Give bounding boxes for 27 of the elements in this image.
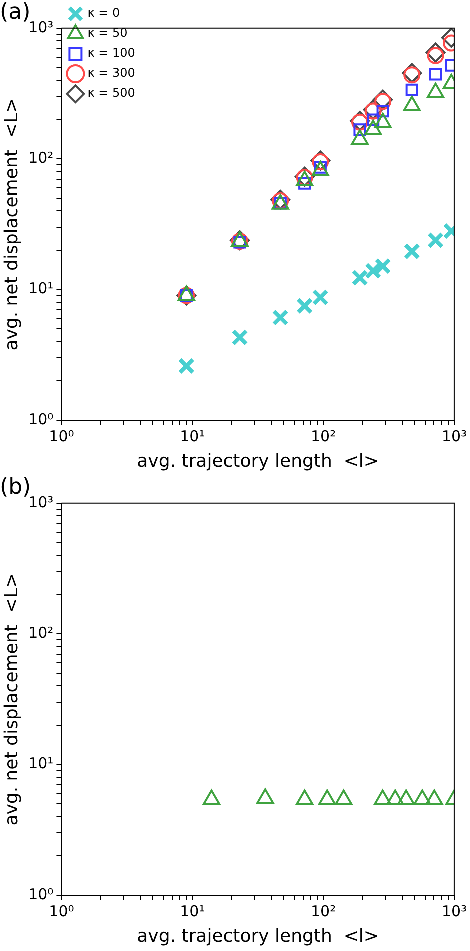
x-tick-label: 10⁰: [49, 902, 74, 920]
y-tick-label: 10¹: [28, 754, 54, 773]
legend-label: κ = 50: [88, 26, 128, 40]
x-tick-label: 10²: [310, 427, 336, 446]
x-tick-label: 10³: [442, 427, 468, 446]
y-tick-label: 10³: [28, 18, 54, 36]
y-tick-label: 10⁰: [28, 410, 54, 428]
x-tick-label: 10³: [442, 902, 468, 920]
x-tick-label: 10¹: [180, 902, 206, 920]
legend-label: κ = 100: [88, 46, 136, 60]
legend-label: κ = 500: [88, 86, 136, 100]
legend-label: κ = 0: [88, 6, 120, 20]
x-tick-label: 10²: [310, 902, 336, 920]
y-tick-label: 10¹: [28, 280, 54, 298]
y-tick-label: 10⁰: [28, 885, 54, 904]
x-tick-label: 10⁰: [49, 427, 74, 446]
x-axis-title: avg. trajectory length <l>: [137, 450, 379, 472]
y-axis-title: avg. net displacement <L>: [1, 98, 22, 351]
x-axis-title: avg. trajectory length <l>: [137, 926, 379, 947]
y-tick-label: 10³: [28, 493, 54, 512]
y-axis-title: avg. net displacement <L>: [1, 573, 22, 826]
chart-title: (b): [0, 474, 32, 500]
legend-label: κ = 300: [88, 66, 136, 80]
y-tick-label: 10²: [28, 148, 54, 167]
y-tick-label: 10²: [28, 624, 54, 642]
chart-title: (a): [0, 0, 31, 25]
x-tick-label: 10¹: [180, 427, 206, 446]
